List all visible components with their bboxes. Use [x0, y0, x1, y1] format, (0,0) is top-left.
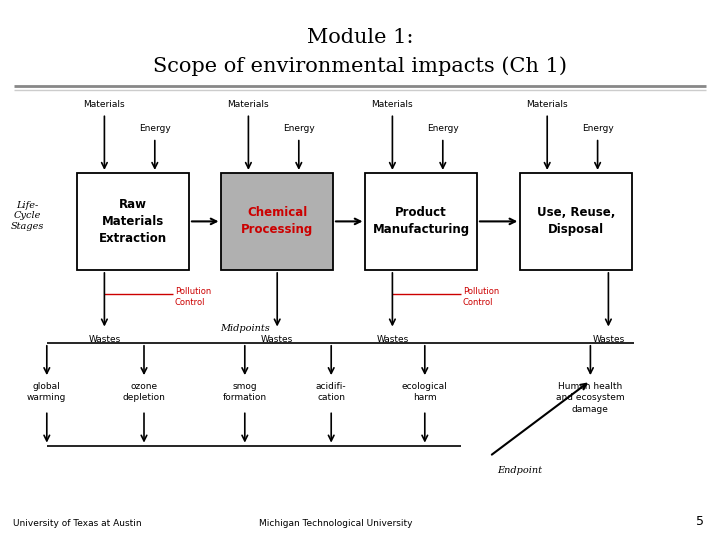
Text: Module 1:: Module 1:	[307, 28, 413, 48]
Text: Materials: Materials	[84, 100, 125, 109]
FancyBboxPatch shape	[78, 173, 189, 270]
Text: Pollution
Control: Pollution Control	[463, 287, 499, 307]
Text: Chemical
Processing: Chemical Processing	[241, 206, 313, 237]
Text: global
warming: global warming	[27, 382, 66, 402]
Text: Human health
and ecosystem
damage: Human health and ecosystem damage	[556, 382, 625, 414]
Text: Life-
Cycle
Stages: Life- Cycle Stages	[11, 201, 44, 231]
Text: smog
formation: smog formation	[222, 382, 267, 402]
Text: ozone
depletion: ozone depletion	[122, 382, 166, 402]
FancyBboxPatch shape	[521, 173, 632, 270]
Text: Product
Manufacturing: Product Manufacturing	[373, 206, 469, 237]
Text: Midpoints: Midpoints	[220, 324, 270, 333]
Text: University of Texas at Austin: University of Texas at Austin	[13, 519, 142, 528]
Text: Pollution
Control: Pollution Control	[175, 287, 211, 307]
Text: Michigan Technological University: Michigan Technological University	[259, 519, 413, 528]
Text: Use, Reuse,
Disposal: Use, Reuse, Disposal	[537, 206, 615, 237]
Text: Materials: Materials	[372, 100, 413, 109]
Text: Energy: Energy	[139, 124, 171, 133]
FancyBboxPatch shape	[365, 173, 477, 270]
Text: acidifi-
cation: acidifi- cation	[316, 382, 346, 402]
Text: Wastes: Wastes	[89, 335, 120, 344]
Text: Energy: Energy	[283, 124, 315, 133]
Text: Energy: Energy	[427, 124, 459, 133]
Text: Wastes: Wastes	[593, 335, 624, 344]
FancyBboxPatch shape	[222, 173, 333, 270]
Text: ecological
harm: ecological harm	[402, 382, 448, 402]
Text: Energy: Energy	[582, 124, 613, 133]
Text: Wastes: Wastes	[377, 335, 408, 344]
Text: Scope of environmental impacts (Ch 1): Scope of environmental impacts (Ch 1)	[153, 56, 567, 76]
Text: Materials: Materials	[228, 100, 269, 109]
Text: 5: 5	[696, 515, 704, 528]
Text: Wastes: Wastes	[261, 335, 293, 344]
Text: Materials: Materials	[526, 100, 568, 109]
Text: Endpoint: Endpoint	[497, 466, 542, 475]
Text: Raw
Materials
Extraction: Raw Materials Extraction	[99, 198, 167, 245]
